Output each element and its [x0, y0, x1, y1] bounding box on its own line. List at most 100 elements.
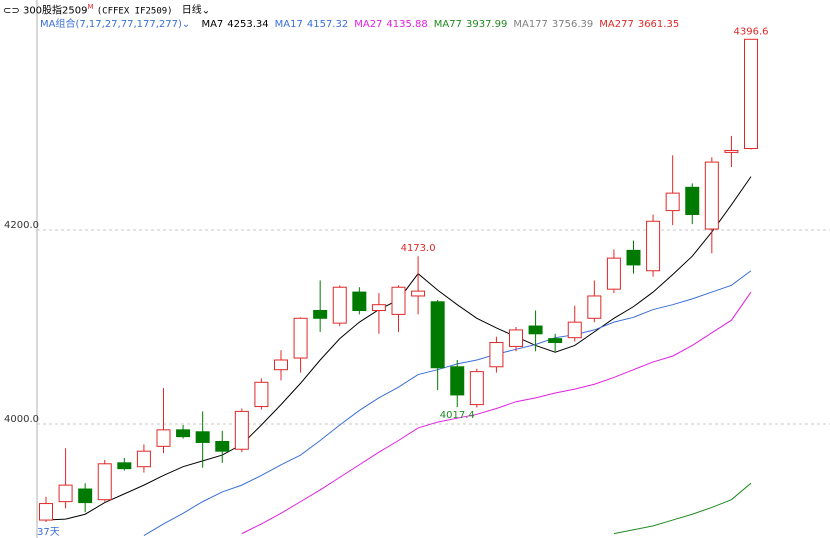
ma-line: [45, 176, 752, 521]
legend-value: 4253.34: [227, 19, 269, 30]
candle-body: [646, 220, 661, 272]
header: ⊂⊃ 300股指2509M (CFFEX IF2509) 日线⌄: [3, 1, 210, 18]
candle: [450, 359, 465, 408]
legend-value: 3756.39: [551, 19, 594, 30]
candle-body: [97, 463, 112, 501]
candle-body: [254, 381, 269, 408]
candle: [313, 280, 328, 332]
legend-item: MA77 3937.99: [434, 19, 508, 30]
legend: MA组合(7,17,27,77,177,277)⌄ MA7 4253.34 MA17…: [40, 15, 685, 30]
candle-body: [391, 286, 406, 315]
candle: [274, 350, 288, 381]
ma-line: [143, 270, 752, 537]
candle-body: [704, 161, 719, 230]
candle: [117, 457, 132, 471]
candle: [97, 459, 112, 502]
candle: [234, 408, 249, 453]
candle-body: [274, 359, 288, 371]
candle: [704, 157, 719, 254]
candle-body: [548, 338, 563, 344]
candle: [567, 305, 582, 342]
candle-body: [469, 371, 484, 406]
candle: [685, 183, 700, 225]
candle: [665, 155, 680, 226]
candle-body: [626, 249, 641, 266]
candle: [254, 378, 269, 410]
candle: [430, 299, 445, 391]
candle: [58, 448, 73, 509]
candle-body: [234, 410, 249, 450]
y-tick-label: 4000.0: [4, 414, 39, 425]
candle-body: [78, 488, 93, 504]
legend-name: MA7: [201, 19, 224, 30]
candle: [293, 317, 308, 373]
period[interactable]: 日线: [181, 5, 202, 17]
candle-body: [665, 192, 680, 212]
candle-body: [176, 429, 191, 438]
dropdown[interactable]: ⌄: [201, 5, 211, 17]
legend-item: MA27 4135.88: [354, 19, 428, 30]
candle-body: [39, 503, 53, 521]
candle-body: [136, 450, 151, 468]
badge: M: [87, 3, 94, 11]
candle: [469, 368, 484, 408]
candle: [195, 411, 210, 468]
candle: [587, 280, 602, 323]
candle: [176, 424, 191, 439]
candle-body: [293, 317, 308, 359]
candle: [391, 285, 406, 332]
legend-item: MA177 3756.39: [513, 19, 593, 30]
ma-line: [613, 482, 752, 535]
candle: [78, 483, 93, 513]
candle-body: [215, 440, 230, 452]
legend-item: MA17 4157.32: [275, 19, 349, 30]
candle-body: [332, 286, 347, 324]
legend-item: MA277 3661.35: [599, 19, 679, 30]
candle: [352, 287, 367, 315]
candle-body: [606, 257, 621, 290]
candle: [332, 285, 347, 327]
candle-body: [567, 321, 582, 339]
legend-name: MA277: [599, 19, 634, 30]
legend-value: 3661.35: [637, 19, 680, 30]
candle-body: [117, 462, 132, 470]
candle-body: [58, 484, 73, 503]
candle: [606, 249, 621, 294]
candle: [626, 240, 641, 274]
candle: [528, 310, 543, 352]
candle-body: [724, 149, 739, 153]
candle-body: [744, 38, 758, 150]
y-tick-label: 4200.0: [4, 220, 39, 231]
legend-name: MA27: [354, 19, 383, 30]
candle-body: [411, 290, 426, 297]
icon: ⊂⊃: [3, 5, 20, 17]
candle: [489, 336, 504, 373]
legend-value: 4157.32: [306, 19, 349, 30]
candle-body: [509, 329, 523, 347]
candle: [744, 38, 758, 150]
candle: [371, 293, 386, 334]
candle: [136, 444, 151, 473]
ma-group[interactable]: MA组合(7,17,27,77,177,277): [40, 19, 182, 30]
legend-value: 4135.88: [386, 19, 428, 30]
dropdown[interactable]: ⌄: [181, 19, 191, 30]
legend-name: MA77: [433, 19, 462, 30]
candle: [548, 333, 563, 352]
candle-body: [685, 186, 700, 215]
code: (CFFEX IF2509): [96, 6, 173, 17]
candle-body: [156, 429, 171, 447]
candle: [39, 496, 53, 522]
candle-body: [489, 342, 504, 368]
candle: [156, 388, 171, 454]
candle-body: [352, 291, 367, 312]
candle: [509, 327, 523, 352]
candle-body: [313, 310, 328, 319]
symbol[interactable]: 300股指2509: [22, 5, 88, 17]
candle-body: [587, 295, 602, 319]
ma-line: [241, 291, 752, 535]
candle-body: [528, 325, 543, 335]
candle-body: [450, 366, 465, 396]
annotation: 4017.4: [440, 410, 475, 421]
